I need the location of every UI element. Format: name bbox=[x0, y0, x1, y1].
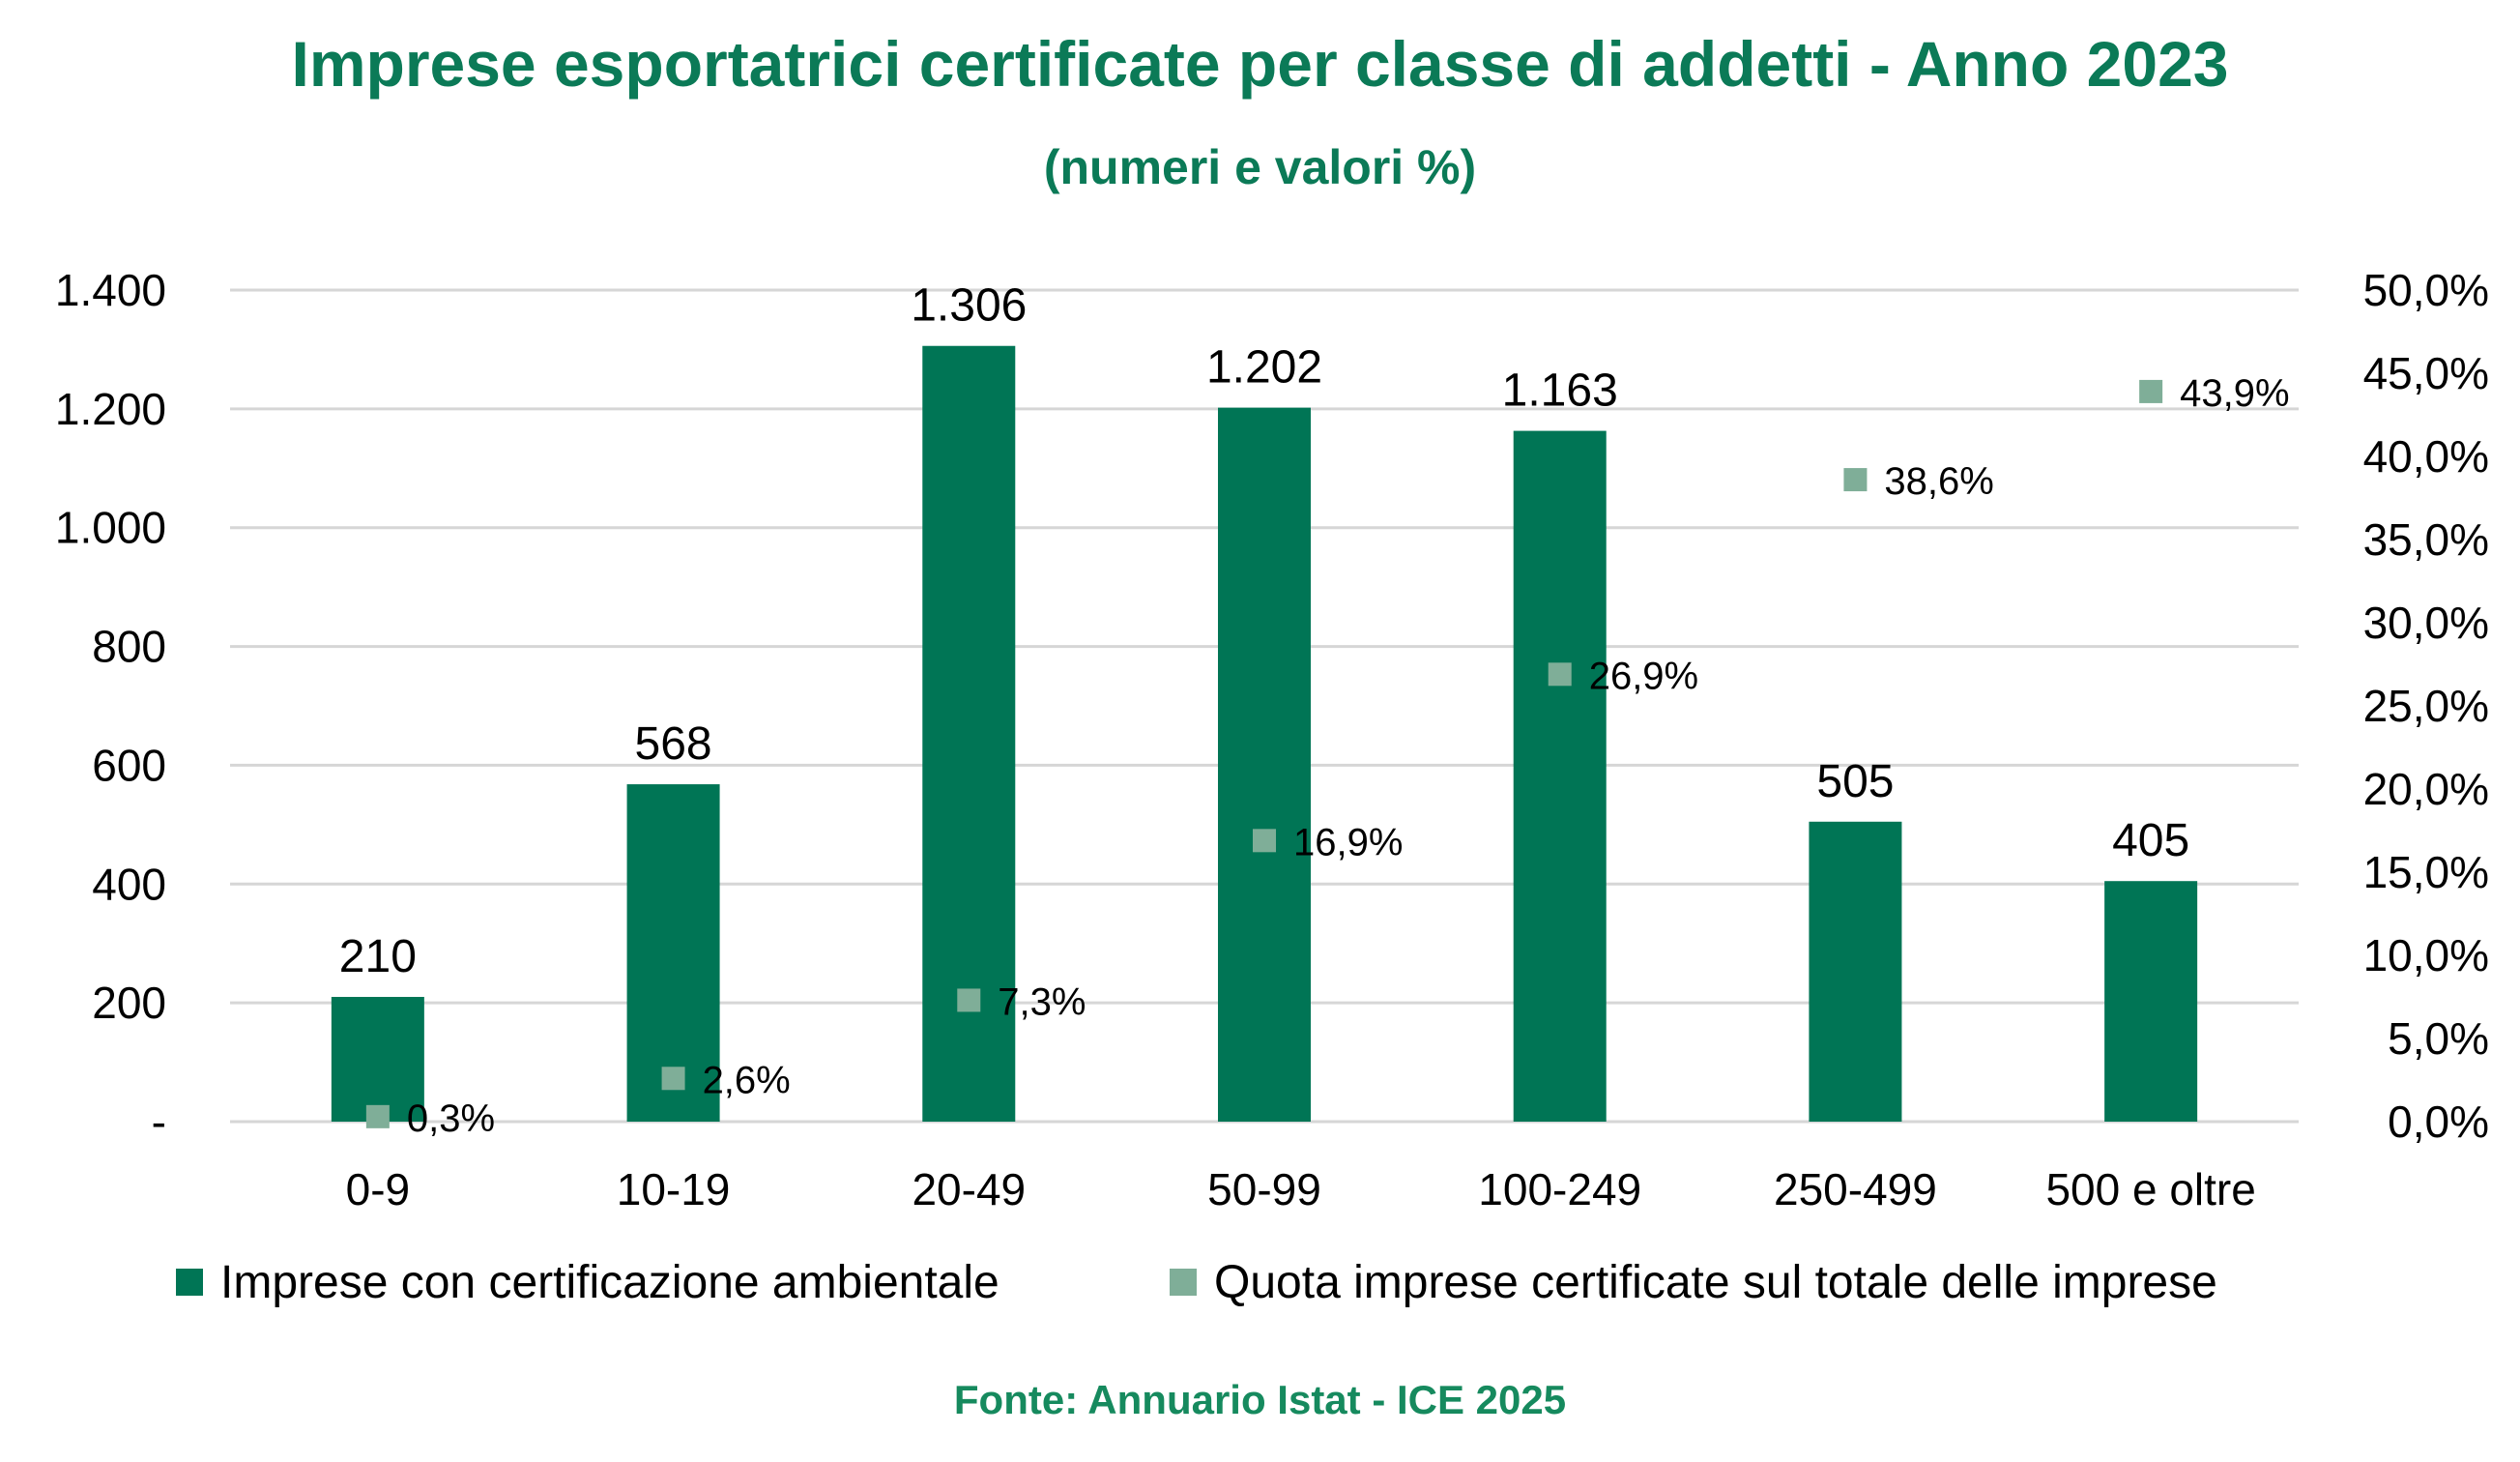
x-tick-label: 250-499 bbox=[1774, 1164, 1937, 1214]
y-left-tick-label: 400 bbox=[92, 859, 166, 909]
legend-bars-swatch bbox=[176, 1269, 203, 1296]
y-right-tick-label: 5,0% bbox=[2388, 1013, 2489, 1064]
legend-markers-label: Quota imprese certificate sul totale del… bbox=[1214, 1257, 2217, 1308]
y-right-tick-label: 40,0% bbox=[2363, 431, 2489, 482]
y-left-tick-label: 1.000 bbox=[55, 503, 166, 553]
y-right-tick-label: 50,0% bbox=[2363, 265, 2489, 315]
y-left-tick-label: - bbox=[152, 1096, 166, 1147]
share-value-label: 38,6% bbox=[1884, 460, 1993, 503]
y-right-tick-label: 35,0% bbox=[2363, 514, 2489, 565]
x-tick-label: 100-249 bbox=[1478, 1164, 1641, 1214]
y-left-tick-label: 800 bbox=[92, 622, 166, 672]
chart-source: Fonte: Annuario Istat - ICE 2025 bbox=[953, 1377, 1567, 1422]
bar-100-249 bbox=[1513, 430, 1607, 1123]
legend-markers-swatch bbox=[1170, 1269, 1197, 1296]
bar-value-label: 505 bbox=[1816, 756, 1894, 807]
bar-value-label: 210 bbox=[339, 931, 417, 982]
share-value-label: 16,9% bbox=[1293, 821, 1403, 863]
share-marker bbox=[1843, 468, 1868, 492]
y-right-tick-label: 30,0% bbox=[2363, 598, 2489, 648]
y-right-tick-label: 0,0% bbox=[2388, 1096, 2489, 1147]
share-value-label: 0,3% bbox=[407, 1097, 495, 1140]
axes-layer: - 200 400 600 800 1.000 1.200 1.400 0,0% 5,0% 10,0… bbox=[55, 265, 2489, 1214]
x-tick-label: 50-99 bbox=[1207, 1164, 1321, 1214]
share-marker bbox=[957, 988, 981, 1012]
legend-bars-label: Imprese con certificazione ambientale bbox=[220, 1257, 999, 1308]
share-value-label: 26,9% bbox=[1589, 655, 1698, 697]
bar-value-label: 568 bbox=[635, 718, 712, 770]
chart-subtitle: (numeri e valori %) bbox=[1043, 140, 1477, 194]
bar-0-9 bbox=[331, 997, 424, 1122]
bar-value-label: 1.202 bbox=[1206, 342, 1322, 394]
y-right-tick-label: 20,0% bbox=[2363, 764, 2489, 814]
share-marker bbox=[661, 1067, 685, 1091]
share-value-label: 43,9% bbox=[2180, 372, 2289, 415]
x-tick-label: 500 e oltre bbox=[2045, 1164, 2255, 1214]
share-value-label: 7,3% bbox=[998, 980, 1086, 1023]
y-right-tick-label: 15,0% bbox=[2363, 847, 2489, 897]
bar-10-19 bbox=[626, 784, 720, 1122]
y-right-tick-label: 25,0% bbox=[2363, 681, 2489, 731]
y-left-tick-label: 200 bbox=[92, 978, 166, 1028]
x-tick-label: 10-19 bbox=[617, 1164, 731, 1214]
legend: Imprese con certificazione ambientale Quo… bbox=[176, 1257, 2217, 1308]
y-left-tick-label: 600 bbox=[92, 740, 166, 790]
y-right-tick-label: 10,0% bbox=[2363, 930, 2489, 980]
share-marker bbox=[2139, 379, 2163, 403]
y-right-tick-label: 45,0% bbox=[2363, 348, 2489, 398]
bar-500-e-oltre bbox=[2104, 881, 2198, 1122]
bar-value-label: 1.163 bbox=[1502, 366, 1618, 417]
share-marker bbox=[1253, 829, 1276, 853]
bar-250-499 bbox=[1809, 821, 1902, 1122]
x-tick-label: 20-49 bbox=[912, 1164, 1026, 1214]
share-marker bbox=[1548, 662, 1572, 687]
share-marker bbox=[365, 1104, 390, 1128]
y-left-tick-label: 1.400 bbox=[55, 265, 166, 315]
y-left-tick-label: 1.200 bbox=[55, 384, 166, 434]
chart-title: Imprese esportatrici certificate per cla… bbox=[291, 28, 2229, 100]
markers-layer: 0,3% 2,6% 7,3% 16,9% 26,9% 38,6% 43,9% bbox=[365, 372, 2290, 1140]
x-tick-label: 0-9 bbox=[346, 1164, 410, 1214]
bar-value-label: 1.306 bbox=[911, 280, 1027, 332]
bar-value-label: 405 bbox=[2112, 815, 2189, 866]
bars-layer: 210 568 1.306 1.202 1.163 505 405 bbox=[331, 280, 2198, 1123]
bar-50-99 bbox=[1218, 407, 1311, 1123]
share-value-label: 2,6% bbox=[703, 1059, 791, 1101]
